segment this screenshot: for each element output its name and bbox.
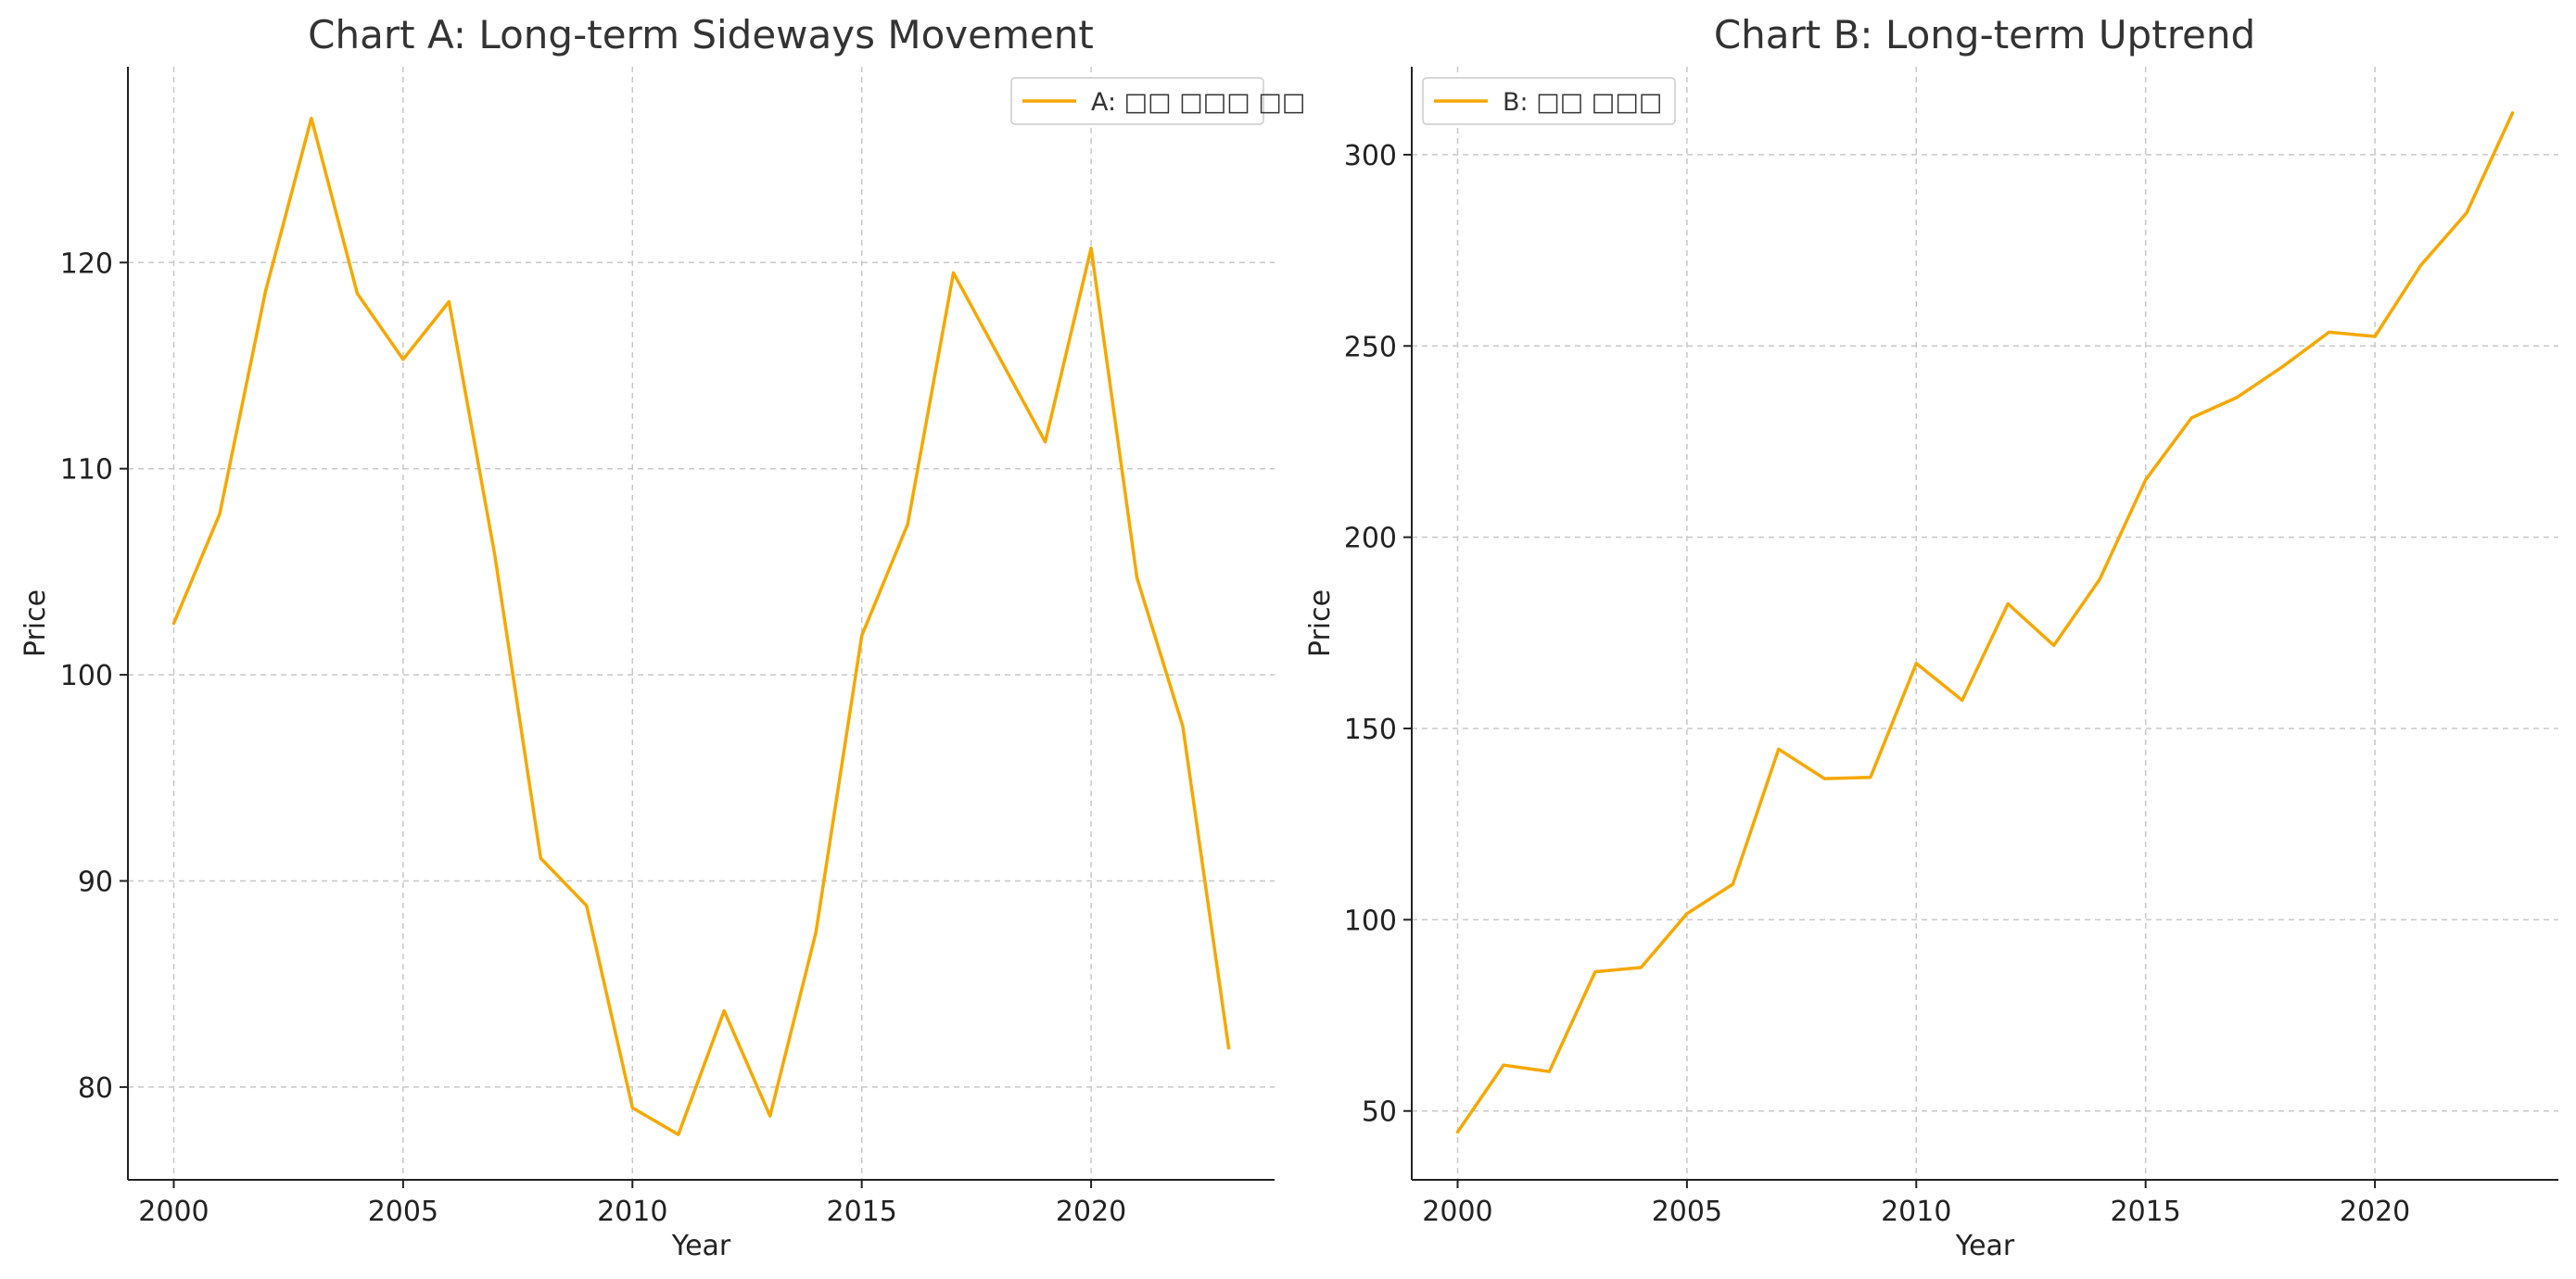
x-tick-label: 2010 <box>1881 1196 1951 1228</box>
y-tick-label: 250 <box>1344 331 1397 363</box>
legend-label: A: □□ □□□ □□ <box>1091 88 1305 117</box>
y-axis-label: Price <box>19 589 52 657</box>
x-tick-label: 2020 <box>2340 1196 2410 1228</box>
y-tick-label: 120 <box>60 247 113 280</box>
y-tick-label: 100 <box>60 660 113 692</box>
y-tick-label: 50 <box>1362 1096 1397 1129</box>
x-tick-label: 2020 <box>1056 1196 1126 1228</box>
chart-title: Chart A: Long-term Sideways Movement <box>308 12 1094 57</box>
y-tick-label: 110 <box>60 454 113 487</box>
x-tick-label: 2015 <box>827 1196 897 1228</box>
y-tick-label: 200 <box>1344 523 1397 555</box>
y-tick-label: 100 <box>1344 905 1397 937</box>
legend-label: B: □□ □□□ <box>1503 88 1662 117</box>
x-tick-label: 2015 <box>2111 1196 2181 1228</box>
x-axis-label: Year <box>1955 1230 2015 1262</box>
y-tick-label: 80 <box>78 1072 113 1105</box>
x-tick-label: 2010 <box>597 1196 667 1228</box>
y-tick-label: 90 <box>78 867 113 899</box>
x-tick-label: 2000 <box>1422 1196 1492 1228</box>
x-tick-label: 2005 <box>368 1196 438 1228</box>
series-line <box>171 116 1231 1136</box>
y-tick-label: 300 <box>1344 140 1397 172</box>
series-line <box>1455 111 2515 1134</box>
x-tick-label: 2000 <box>138 1196 209 1228</box>
chart-title: Chart B: Long-term Uptrend <box>1714 12 2255 57</box>
chart-b: 2000 2005 2010 2015 2020 50 100 150 200 250 300 Cha… <box>1304 12 2558 1262</box>
y-tick-label: 150 <box>1344 714 1397 746</box>
x-tick-label: 2005 <box>1652 1196 1722 1228</box>
chart-a: 2000 2005 2010 2015 2020 80 90 100 110 120 Chart A… <box>19 12 1305 1262</box>
y-axis-label: Price <box>1304 589 1337 657</box>
x-axis-label: Year <box>671 1230 731 1262</box>
legend-box <box>1422 77 1676 125</box>
legend-box <box>1010 77 1264 125</box>
